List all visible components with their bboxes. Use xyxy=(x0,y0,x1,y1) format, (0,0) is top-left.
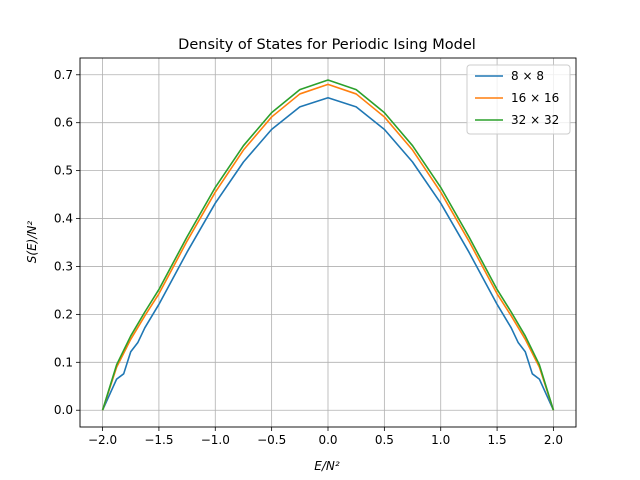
x-tick-label: 1.5 xyxy=(488,433,507,447)
legend-items: 8 × 8 16 × 16 32 × 32 xyxy=(475,69,559,127)
x-tick-label: −1.5 xyxy=(144,433,173,447)
legend-label-2: 16 × 16 xyxy=(511,91,559,105)
legend-label-3: 32 × 32 xyxy=(511,113,559,127)
y-tick-label: 0.5 xyxy=(54,164,73,178)
x-tick-label: −0.5 xyxy=(257,433,286,447)
chart-title: Density of States for Periodic Ising Mod… xyxy=(178,37,476,53)
legend-box xyxy=(466,64,571,135)
x-tick-label: 0.5 xyxy=(375,433,394,447)
x-axis-label: E/N² xyxy=(314,459,340,473)
x-axis-ticks: −2.0 −1.5 −1.0 −0.5 0.0 0.5 1.0 1.5 2.0 xyxy=(88,427,563,447)
legend-label-1: 8 × 8 xyxy=(511,69,544,83)
x-tick-label: 0.0 xyxy=(318,433,337,447)
series-lines xyxy=(101,79,555,411)
x-tick-label: 1.0 xyxy=(431,433,450,447)
y-tick-label: 0.3 xyxy=(54,259,73,273)
series-line-1 xyxy=(101,96,555,411)
y-axis-label: S(E)/N² xyxy=(25,221,39,264)
legend: 8 × 8 16 × 16 32 × 32 xyxy=(466,64,571,135)
y-tick-label: 0.7 xyxy=(54,68,73,82)
x-tick-label: 2.0 xyxy=(544,433,563,447)
y-tick-label: 0.2 xyxy=(54,307,73,321)
y-tick-label: 0.1 xyxy=(54,355,73,369)
series-line-3 xyxy=(101,79,555,411)
series-line-2 xyxy=(101,83,555,411)
y-tick-label: 0.0 xyxy=(54,403,73,417)
y-tick-label: 0.4 xyxy=(54,212,73,226)
y-tick-label: 0.6 xyxy=(54,116,73,130)
x-tick-label: −2.0 xyxy=(88,433,117,447)
y-axis-ticks: 0.0 0.1 0.2 0.3 0.4 0.5 0.6 0.7 xyxy=(54,68,80,417)
x-tick-label: −1.0 xyxy=(201,433,230,447)
